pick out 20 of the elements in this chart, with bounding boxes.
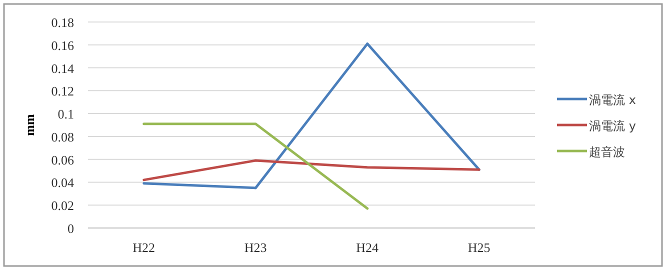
legend-label: 渦電流 y [589, 119, 636, 133]
x-tick-label: H22 [132, 240, 156, 255]
y-tick-label: 0.18 [51, 15, 74, 30]
y-tick-label: 0.1 [58, 106, 74, 122]
y-tick-label: 0.04 [51, 175, 74, 190]
line-series [142, 159, 480, 182]
legend-label: 渦電流 x [589, 93, 636, 107]
legend-label: 超音波 [589, 145, 625, 159]
y-tick-label: 0.14 [51, 60, 74, 76]
y-tick-label: 0.02 [51, 198, 74, 214]
y-tick-label: 0.08 [51, 129, 74, 144]
x-tick-label: H24 [356, 240, 380, 255]
x-tick-label: H23 [244, 240, 267, 255]
y-tick-label: 0.16 [51, 38, 74, 53]
y-tick-label: 0.12 [51, 84, 74, 99]
y-tick-label: 0 [68, 221, 74, 236]
y-tick-label: 0.06 [51, 152, 74, 168]
x-tick-label: H25 [468, 240, 490, 255]
y-axis-title: mm [22, 114, 37, 136]
line-series [142, 42, 480, 190]
